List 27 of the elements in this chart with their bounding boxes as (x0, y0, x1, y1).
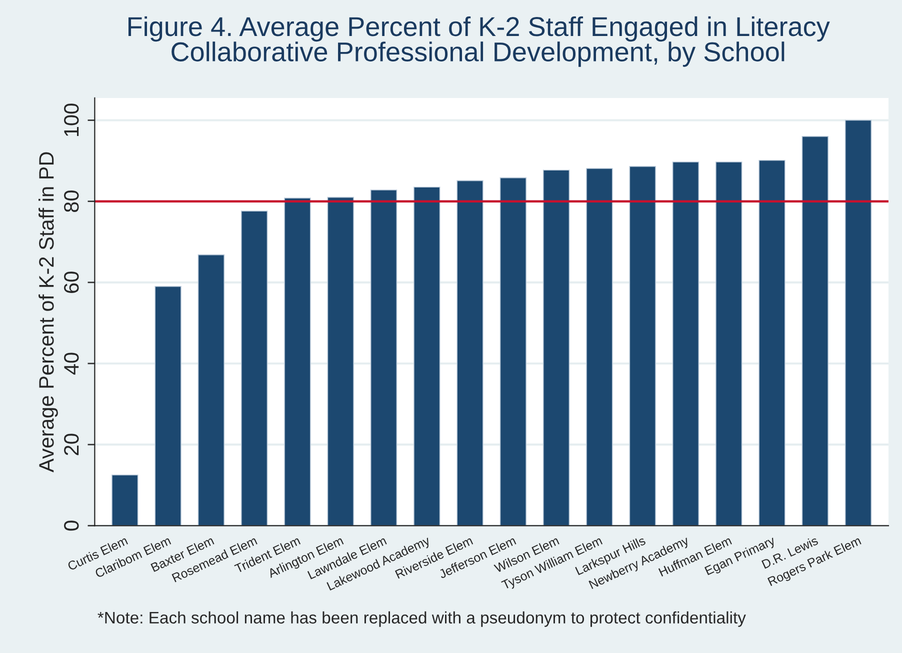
bar (284, 198, 311, 526)
bar (844, 120, 872, 526)
bar (456, 180, 484, 526)
y-tick-label: 20 (64, 434, 79, 456)
bar (327, 196, 354, 526)
bar (542, 170, 570, 526)
y-tick-label: 60 (64, 272, 79, 293)
bar (802, 136, 828, 526)
bar (112, 474, 138, 526)
bar (198, 254, 225, 526)
bar (154, 286, 182, 526)
y-tick-label: 40 (64, 352, 79, 375)
bar (500, 177, 527, 526)
bar (672, 162, 700, 526)
bar (715, 162, 742, 526)
chart-title: Figure 4. Average Percent of K-2 Staff Engaged in Literacy Collaborative Professional Development, by School (128, 16, 830, 67)
bar (414, 186, 440, 526)
bar (370, 190, 398, 526)
y-tick-label: 0 (64, 520, 79, 531)
bar (629, 166, 656, 526)
y-tick-label: 80 (64, 190, 79, 212)
bar (758, 160, 786, 526)
bar (586, 168, 613, 526)
text: *Note: Each school name has been replaced with a pseudonym to protect confidentiality (98, 611, 746, 627)
y-tick-label: 100 (64, 104, 79, 136)
y-axis-title: Average Percent of K-2 Staff in PD (38, 152, 58, 472)
bar (240, 210, 268, 526)
